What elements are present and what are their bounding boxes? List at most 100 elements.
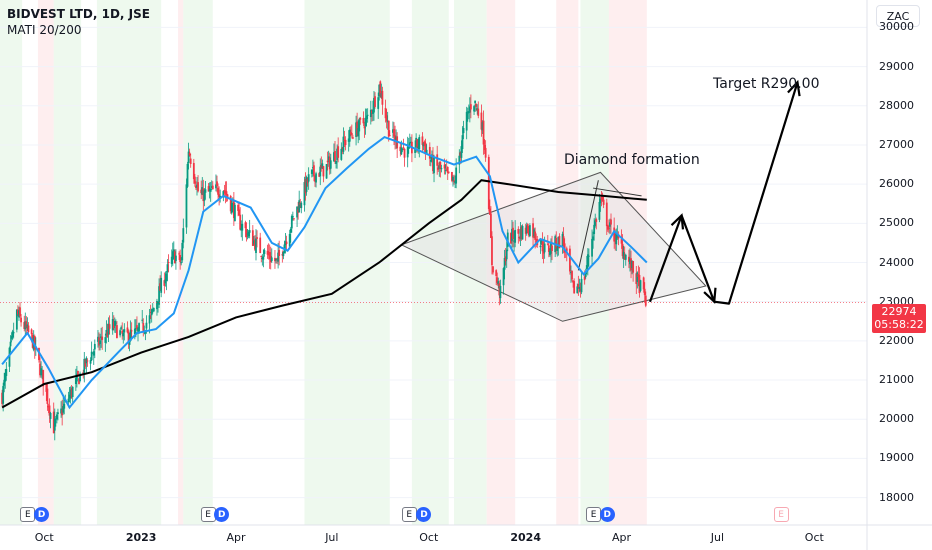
candle-body [385,115,388,122]
target-annotation[interactable]: Target R290.00 [713,76,820,92]
candle-body [9,341,12,347]
candle-body [196,184,198,188]
x-tick-label: Apr [612,531,632,544]
candle-body [39,363,41,376]
candle-body [319,166,322,177]
candle-body [369,109,372,118]
candle-body [340,148,343,160]
candle-body [197,182,199,192]
candle-body [378,84,381,97]
candle-body [240,228,243,231]
earnings-marker[interactable]: E [401,507,417,522]
candle-body [466,111,469,114]
x-tick-label: 2023 [125,531,157,544]
candle-body [12,332,15,334]
candle-body [518,237,521,239]
candle-body [335,160,337,164]
candle-body [359,118,362,120]
candle-body [104,337,107,343]
candle-body [415,137,418,148]
candle-body [570,271,572,273]
candle-body [630,258,632,271]
candle-body [402,147,405,149]
candle-body [562,236,565,245]
candle-body [595,219,598,222]
candle-body [164,279,167,284]
candle-body [137,328,139,332]
candle-body [422,143,425,147]
symbol-title[interactable]: BIDVEST LTD, 1D, JSE [7,7,150,21]
candle-body [89,360,92,364]
candle-body [333,152,335,162]
candle-body [263,250,266,254]
candle-body [74,378,77,384]
candle-body [70,387,73,397]
candle-body [438,165,441,169]
candle-body [395,136,398,141]
candle-body [475,103,478,107]
candle-body [42,369,45,387]
candle-body [269,256,272,263]
candle-body [313,165,315,176]
currency-button[interactable]: ZAC [876,5,920,27]
candle-body [459,152,462,156]
candle-body [67,398,70,402]
candle-body [599,198,602,204]
candle-body [399,146,402,152]
candle-body [53,418,56,431]
candle-body [549,251,551,255]
candle-body [99,340,101,344]
candle-body [106,331,109,337]
candle-body [585,265,588,270]
dividend-marker[interactable]: D [599,507,615,522]
candle-body [514,229,517,243]
candle-body [356,121,359,136]
candle-body [491,236,493,266]
candle-body [247,231,250,237]
candle-body [600,196,603,200]
candle-body [26,324,29,329]
candle-body [452,176,454,181]
candle-body [550,243,552,254]
diamond-annotation[interactable]: Diamond formation [564,152,700,168]
candle-body [357,128,360,137]
candle-body [573,281,576,294]
candle-body [123,329,126,333]
candle-body [337,146,340,158]
candle-body [440,168,443,170]
candle-body [69,389,72,399]
candle-body [305,177,308,192]
candle-body [93,343,96,350]
candle-body [366,114,369,116]
diamond-shape [400,171,707,322]
candle-body [504,256,507,262]
candle-body [602,199,605,205]
candle-body [98,337,100,346]
candle-body [60,408,63,414]
candle-body [400,147,403,155]
dividend-marker[interactable]: D [34,507,50,522]
indicator-label[interactable]: MATI 20/200 [7,23,82,37]
candle-body [477,108,480,116]
dividend-marker[interactable]: D [214,507,230,522]
candle-body [254,239,256,250]
candle-body [524,227,527,234]
earnings-marker[interactable]: E [586,507,602,522]
candle-body [511,228,513,242]
candle-body [19,307,21,317]
earnings-marker[interactable]: E [773,507,789,522]
last-price-tag: 22974 05:58:22 [872,304,926,333]
candle-body [520,227,523,240]
candle-body [111,319,114,331]
candle-body [606,225,609,230]
candle-body [547,245,550,252]
candle-body [320,164,323,168]
candle-body [525,225,528,233]
dividend-marker[interactable]: D [416,507,432,522]
candle-body [300,202,303,209]
candle-body [61,409,64,416]
candle-body [620,238,623,244]
candle-body [374,96,376,107]
candle-body [481,122,484,131]
